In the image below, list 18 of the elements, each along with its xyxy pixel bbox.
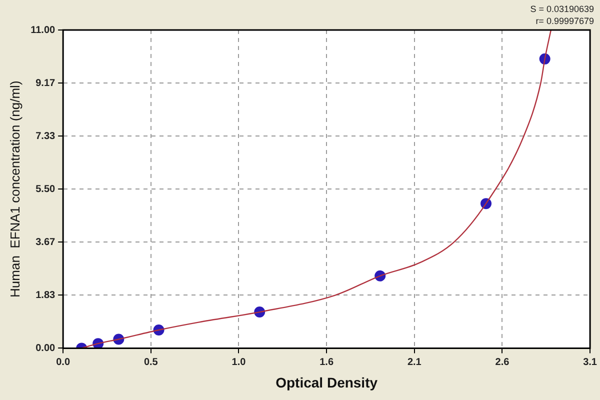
x-tick-label: 1.6	[320, 356, 334, 368]
x-tick-label: 3.1	[583, 356, 598, 368]
text: r= 0.99997679	[536, 16, 594, 26]
y-tick-label: 9.17	[36, 78, 56, 89]
x-tick-label: 0.0	[56, 356, 70, 368]
y-tick-label: 0.00	[36, 342, 56, 354]
y-tick-label: 5.50	[36, 184, 56, 195]
y-axis-title: Human EFNA1 concentration (ng/ml)	[7, 80, 22, 298]
x-axis-title: Optical Density	[276, 374, 378, 390]
y-tick-label: 11.00	[30, 24, 56, 36]
x-tick-label: 1.0	[232, 356, 246, 368]
y-tick-label: 1.83	[36, 290, 56, 301]
x-tick-label: 2.6	[495, 356, 510, 368]
x-tick-label: 2.1	[407, 356, 422, 368]
y-tick-label: 7.33	[36, 130, 56, 142]
y-tick-label: 3.67	[36, 236, 56, 248]
x-tick-label: 0.5	[144, 356, 158, 368]
text: S = 0.03190639	[530, 4, 594, 14]
